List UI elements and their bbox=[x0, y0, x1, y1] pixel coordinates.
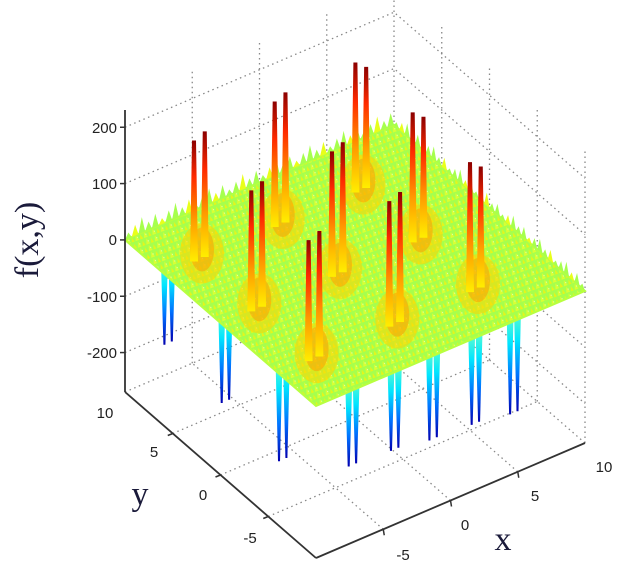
x-tick-label: 10 bbox=[596, 459, 613, 476]
y-tick-label: 10 bbox=[97, 405, 114, 422]
x-tick-label: 5 bbox=[531, 488, 539, 505]
x-tick-labels: -5 0 5 10 bbox=[396, 459, 612, 564]
z-tick-label: 0 bbox=[109, 232, 117, 249]
tick-marks bbox=[120, 126, 520, 536]
y-tick-label: 0 bbox=[199, 487, 207, 504]
z-tick-label: -200 bbox=[87, 345, 117, 362]
z-axis-title: f(x,y) bbox=[9, 202, 46, 278]
x-tick-label: 0 bbox=[461, 517, 469, 534]
z-tick-label: -100 bbox=[87, 289, 117, 306]
x-axis-title: x bbox=[495, 521, 512, 558]
z-tick-labels: 200 100 0 -100 -200 bbox=[87, 120, 117, 362]
y-tick-label: -5 bbox=[243, 530, 256, 547]
surface bbox=[123, 62, 587, 467]
z-tick-label: 200 bbox=[92, 120, 117, 137]
y-tick-label: 5 bbox=[150, 444, 158, 461]
x-tick-label: -5 bbox=[396, 547, 409, 564]
y-axis-title: y bbox=[132, 476, 149, 513]
z-tick-label: 100 bbox=[92, 176, 117, 193]
y-tick-labels: 10 5 0 -5 bbox=[97, 405, 257, 547]
